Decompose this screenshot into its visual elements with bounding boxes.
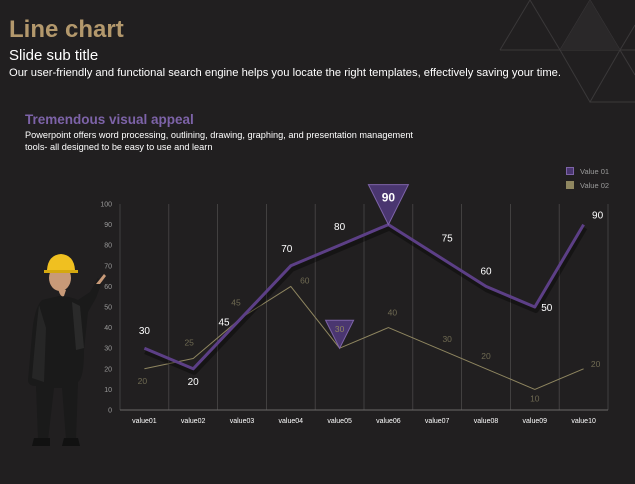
y-tick-label: 70 (104, 263, 112, 270)
callout-badge (367, 184, 410, 226)
series-line-1 (143, 223, 585, 371)
y-tick-label: 40 (104, 325, 112, 332)
y-tick-label: 50 (104, 305, 112, 312)
data-label: 75 (442, 234, 454, 245)
data-label: 40 (388, 308, 398, 318)
data-label: 60 (300, 275, 310, 285)
slide-title: Line chart (9, 16, 124, 43)
legend-item-series-2: Value 02 (566, 178, 609, 192)
data-label: 70 (281, 244, 293, 255)
data-label: 45 (231, 297, 241, 307)
x-tick-label: value10 (571, 418, 596, 425)
chart-legend: Value 01 Value 02 (566, 164, 609, 192)
legend-swatch-series-1 (566, 167, 574, 175)
data-label: 60 (480, 266, 492, 277)
data-label: 45 (218, 317, 230, 328)
engineer-illustration-icon (28, 254, 106, 446)
series-line-2 (144, 285, 584, 390)
legend-label-series-2: Value 02 (580, 180, 610, 190)
x-tick-label: value02 (181, 418, 206, 425)
section-text: Powerpoint offers word processing, outli… (25, 130, 413, 152)
data-label: 30 (442, 334, 452, 344)
legend-label-series-1: Value 01 (580, 166, 610, 176)
data-label: 20 (591, 359, 601, 369)
x-tick-label: value06 (376, 418, 401, 425)
y-tick-label: 60 (104, 284, 112, 291)
y-tick-label: 0 (108, 408, 112, 415)
y-tick-label: 10 (104, 387, 112, 394)
data-label: 10 (530, 393, 540, 403)
legend-item-series-1: Value 01 (566, 164, 609, 178)
y-tick-label: 30 (104, 346, 112, 353)
data-label: 20 (138, 376, 148, 386)
callout-badge (324, 319, 355, 350)
data-label: 80 (334, 222, 346, 233)
data-label: 90 (592, 211, 604, 222)
x-tick-label: value08 (474, 418, 499, 425)
x-tick-label: value05 (327, 418, 352, 425)
data-label: 30 (139, 326, 151, 337)
y-tick-label: 20 (104, 366, 112, 373)
x-tick-label: value01 (132, 418, 157, 425)
callout-label: 90 (382, 191, 396, 205)
y-tick-label: 90 (104, 222, 112, 229)
data-label: 25 (184, 338, 194, 348)
callout-label: 30 (335, 324, 345, 334)
x-tick-label: value09 (523, 418, 548, 425)
section-title: Tremendous visual appeal (25, 112, 194, 127)
series-line-shadow (144, 224, 588, 375)
data-label: 20 (481, 351, 491, 361)
y-tick-label: 80 (104, 243, 112, 250)
slide-subtitle: Slide sub title (9, 47, 99, 64)
x-tick-label: value07 (425, 418, 450, 425)
slide-description: Our user-friendly and functional search … (9, 67, 562, 79)
data-label: 50 (541, 303, 553, 314)
data-label: 20 (188, 377, 200, 388)
y-tick-label: 100 (100, 202, 112, 209)
x-tick-label: value04 (279, 418, 304, 425)
legend-swatch-series-2 (566, 181, 574, 189)
x-tick-label: value03 (230, 418, 255, 425)
